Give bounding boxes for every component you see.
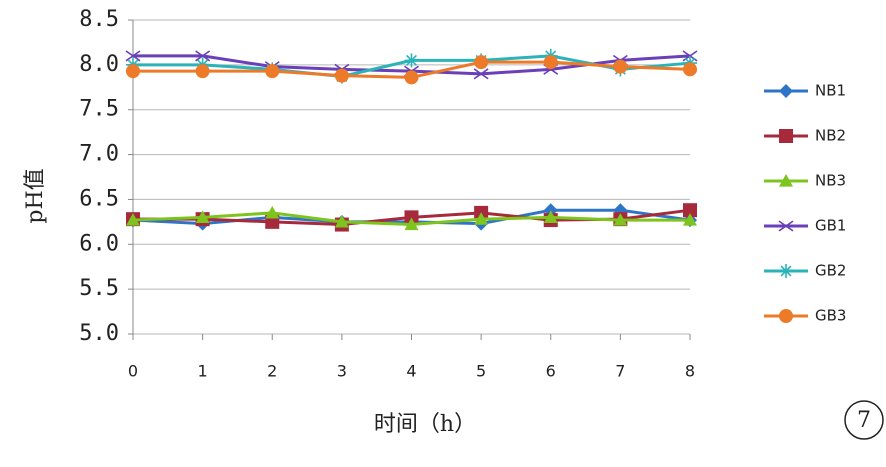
marker bbox=[126, 64, 140, 79]
marker bbox=[265, 64, 280, 79]
x-tick-label: 5 bbox=[476, 362, 486, 381]
x-tick-label: 0 bbox=[128, 362, 138, 381]
marker bbox=[474, 55, 489, 70]
marker bbox=[543, 55, 558, 70]
x-tick-label: 8 bbox=[685, 362, 695, 381]
y-tick-label: 5.5 bbox=[79, 276, 119, 301]
marker bbox=[195, 210, 210, 223]
marker bbox=[473, 68, 489, 80]
legend-label: NB2 bbox=[815, 127, 846, 145]
marker bbox=[683, 213, 697, 226]
y-tick-label: 7.0 bbox=[79, 142, 119, 167]
x-tick-label: 4 bbox=[406, 362, 416, 381]
legend-marker bbox=[779, 84, 793, 98]
y-tick-label: 6.0 bbox=[79, 231, 119, 256]
x-tick-label: 6 bbox=[546, 362, 556, 381]
marker bbox=[125, 50, 141, 62]
marker bbox=[683, 203, 697, 218]
marker bbox=[334, 68, 349, 83]
legend-marker bbox=[779, 309, 793, 323]
marker bbox=[334, 214, 349, 228]
x-axis-label: 时间（h） bbox=[374, 412, 476, 437]
annotation-circle bbox=[844, 400, 884, 440]
marker bbox=[683, 62, 697, 77]
legend-label: GB2 bbox=[815, 262, 846, 280]
legend-marker bbox=[778, 220, 794, 232]
annotation: 7 bbox=[857, 408, 871, 433]
legend-label: GB3 bbox=[815, 307, 846, 325]
y-axis-label: pH值 bbox=[23, 168, 48, 223]
legend-marker bbox=[779, 264, 793, 278]
marker bbox=[126, 213, 140, 226]
x-tick-label: 2 bbox=[267, 362, 277, 381]
marker bbox=[404, 70, 419, 85]
legend-label: NB1 bbox=[815, 82, 846, 100]
y-tick-label: 6.5 bbox=[79, 186, 119, 211]
legend-marker bbox=[779, 129, 793, 143]
marker bbox=[404, 217, 419, 231]
y-tick-label: 8.5 bbox=[79, 7, 119, 32]
x-tick-label: 1 bbox=[198, 362, 208, 381]
x-tick-label: 3 bbox=[337, 362, 347, 381]
y-tick-label: 8.0 bbox=[79, 52, 119, 77]
marker bbox=[613, 59, 628, 74]
marker bbox=[195, 50, 211, 62]
legend-marker bbox=[779, 174, 793, 187]
legend-label: NB3 bbox=[815, 172, 846, 190]
marker bbox=[474, 212, 489, 225]
marker bbox=[613, 213, 628, 226]
marker bbox=[265, 205, 280, 219]
legend-label: GB1 bbox=[815, 217, 846, 235]
y-tick-label: 5.0 bbox=[79, 321, 119, 346]
marker bbox=[195, 64, 210, 79]
marker bbox=[543, 210, 558, 223]
x-tick-label: 7 bbox=[615, 362, 625, 381]
marker bbox=[404, 53, 419, 68]
y-tick-label: 7.5 bbox=[79, 97, 119, 122]
marker bbox=[404, 210, 419, 225]
